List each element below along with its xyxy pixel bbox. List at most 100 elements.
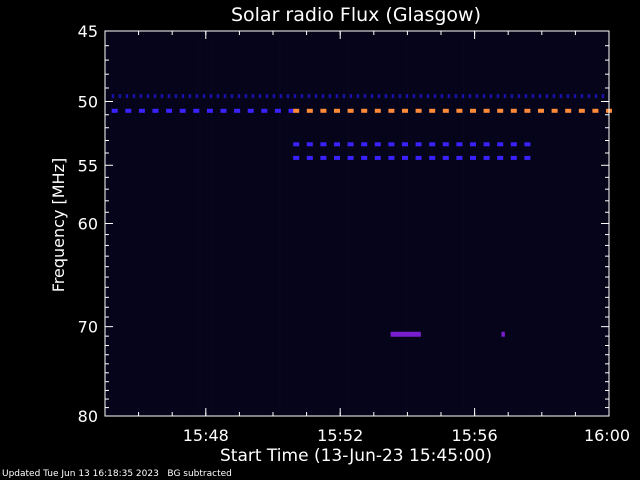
bg-subtracted-note: BG subtracted <box>167 469 232 479</box>
band-segment <box>552 94 556 99</box>
noise-streak <box>303 39 305 412</box>
band-segment <box>470 155 476 160</box>
band-segment <box>152 108 159 113</box>
band-segment <box>388 155 395 160</box>
band-segment <box>426 94 430 99</box>
band-segment <box>592 108 599 113</box>
band-segment <box>545 94 549 99</box>
band-segment <box>286 94 290 99</box>
band-segment <box>306 108 313 113</box>
x-tick-label: 16:00 <box>584 426 630 445</box>
band-segment <box>234 108 241 113</box>
x-tick-label: 15:48 <box>183 426 229 445</box>
noise-streak <box>571 39 573 412</box>
noise-streak <box>231 39 233 412</box>
noise-streak <box>147 39 149 412</box>
noise-streak <box>423 39 425 412</box>
noise-streak <box>451 39 453 412</box>
band-segment <box>538 108 544 113</box>
band-segment <box>461 94 465 99</box>
band-segment <box>456 108 463 113</box>
noise-streak <box>391 39 393 412</box>
noise-streak <box>243 39 245 412</box>
band-segment <box>415 155 422 160</box>
noise-streak <box>123 39 125 412</box>
noise-streak <box>183 39 185 412</box>
band-segment <box>251 94 255 99</box>
noise-streak <box>403 39 405 412</box>
band-segment <box>328 94 332 99</box>
burst-mark <box>390 331 421 337</box>
band-segment <box>261 108 268 113</box>
band-segment <box>483 108 490 113</box>
band-segment <box>524 142 531 147</box>
noise-streak <box>407 39 409 412</box>
noise-streak <box>311 39 313 412</box>
band-segment <box>293 108 300 113</box>
noise-streak <box>599 39 601 412</box>
noise-streak <box>135 39 137 412</box>
band-segment <box>166 108 173 113</box>
x-axis-label: Start Time (13-Jun-23 15:45:00) <box>220 446 492 466</box>
noise-streak <box>483 39 485 412</box>
band-segment <box>594 94 598 99</box>
noise-streak <box>355 39 357 412</box>
noise-streak <box>171 39 173 412</box>
noise-streak <box>263 39 265 412</box>
y-tick-label: 70 <box>78 318 98 337</box>
noise-streak <box>507 39 509 412</box>
noise-streak <box>547 39 549 412</box>
band-segment <box>320 108 327 113</box>
noise-streak <box>339 39 341 412</box>
band-segment <box>429 142 436 147</box>
noise-streak <box>455 39 457 412</box>
band-segment <box>538 94 542 99</box>
noise-streak <box>595 39 597 412</box>
band-segment <box>293 155 300 160</box>
band-segment <box>174 94 178 99</box>
band-segment <box>361 142 368 147</box>
noise-streak <box>519 39 521 412</box>
band-segment <box>559 94 563 99</box>
noise-streak <box>215 39 217 412</box>
chart-title: Solar radio Flux (Glasgow) <box>231 4 481 26</box>
band-segment <box>391 94 395 99</box>
noise-streak <box>467 39 469 412</box>
band-segment <box>456 155 463 160</box>
noise-streak <box>199 39 201 412</box>
noise-streak <box>527 39 529 412</box>
noise-streak <box>307 39 309 412</box>
band-segment <box>496 94 500 99</box>
band-segment <box>517 94 521 99</box>
noise-streak <box>315 39 317 412</box>
band-segment <box>587 94 591 99</box>
band-segment <box>193 108 200 113</box>
noise-streak <box>583 39 585 412</box>
band-segment <box>111 94 115 99</box>
noise-streak <box>275 39 277 412</box>
noise-streak <box>487 39 489 412</box>
band-segment <box>573 94 577 99</box>
noise-streak <box>259 39 261 412</box>
noise-streak <box>387 39 389 412</box>
noise-streak <box>479 39 481 412</box>
band-segment <box>374 155 381 160</box>
noise-streak <box>371 39 373 412</box>
band-segment <box>293 94 297 99</box>
y-tick-label: 55 <box>78 156 98 175</box>
band-segment <box>468 94 472 99</box>
band-segment <box>306 142 313 147</box>
band-segment <box>118 94 122 99</box>
noise-streak <box>271 39 273 412</box>
noise-streak <box>319 39 321 412</box>
noise-streak <box>471 39 473 412</box>
noise-streak <box>535 39 537 412</box>
band-segment <box>429 108 436 113</box>
noise-streak <box>159 39 161 412</box>
band-segment <box>160 94 164 99</box>
noise-streak <box>435 39 437 412</box>
band-segment <box>244 94 248 99</box>
band-segment <box>456 142 463 147</box>
noise-streak <box>515 39 517 412</box>
band-segment <box>356 94 360 99</box>
